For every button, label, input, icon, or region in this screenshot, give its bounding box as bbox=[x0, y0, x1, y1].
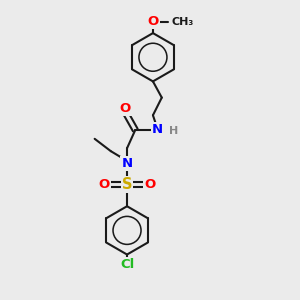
Text: O: O bbox=[147, 15, 159, 28]
Text: O: O bbox=[119, 102, 130, 115]
Text: N: N bbox=[122, 157, 133, 170]
Text: N: N bbox=[152, 124, 163, 136]
Text: O: O bbox=[99, 178, 110, 191]
Text: O: O bbox=[144, 178, 155, 191]
Text: H: H bbox=[169, 126, 178, 136]
Text: S: S bbox=[122, 177, 132, 192]
Text: CH₃: CH₃ bbox=[172, 17, 194, 27]
Text: Cl: Cl bbox=[120, 258, 134, 271]
